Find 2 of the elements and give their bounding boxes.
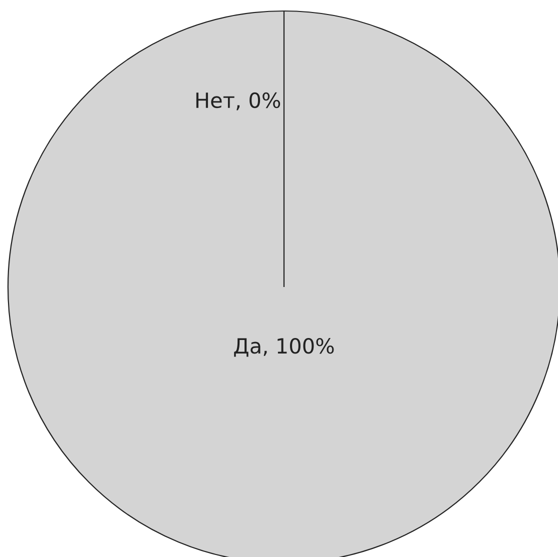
category-label: Нет, 0% <box>196 92 280 110</box>
slice-label: Да, 100% <box>234 338 334 357</box>
